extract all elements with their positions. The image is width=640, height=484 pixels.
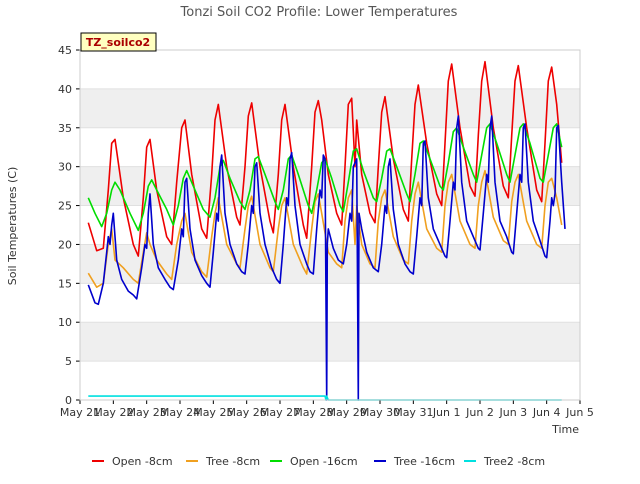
x-tick-label: May 28 bbox=[293, 406, 333, 419]
x-tick-label: May 23 bbox=[127, 406, 167, 419]
series-layer bbox=[87, 60, 566, 401]
y-tick-label: 45 bbox=[58, 44, 72, 57]
x-axis-label: Time bbox=[551, 423, 579, 436]
legend-label: Tree -16cm bbox=[393, 455, 455, 468]
x-tick-label: May 29 bbox=[327, 406, 367, 419]
y-tick-label: 20 bbox=[58, 238, 72, 251]
x-tick-label: Jun 4 bbox=[532, 406, 561, 419]
y-axis: 0 5 10 15 20 25 30 35 40 45 bbox=[58, 44, 81, 407]
plot-frame bbox=[79, 49, 581, 401]
x-tick-label: May 30 bbox=[360, 406, 400, 419]
x-tick-label: Jun 5 bbox=[565, 406, 594, 419]
x-tick-label: May 21 bbox=[60, 406, 100, 419]
site-label-background bbox=[80, 32, 157, 52]
y-tick-label: 30 bbox=[58, 161, 72, 174]
x-tick-label: Jun 3 bbox=[498, 406, 527, 419]
y-tick-label: 15 bbox=[58, 277, 72, 290]
y-tick-label: 0 bbox=[65, 394, 72, 407]
x-tick-label: May 26 bbox=[227, 406, 267, 419]
chart-title: Tonzi Soil CO2 Profile: Lower Temperatur… bbox=[180, 5, 458, 20]
grid-bands bbox=[80, 88, 580, 362]
legend-label: Tree2 -8cm bbox=[483, 455, 545, 468]
series-line-tree-8cm bbox=[87, 169, 563, 288]
x-tick-label: May 31 bbox=[393, 406, 433, 419]
x-tick-label: May 22 bbox=[93, 406, 133, 419]
grid-band bbox=[80, 322, 580, 362]
series-line-open-16cm bbox=[87, 123, 563, 232]
x-tick-label: May 27 bbox=[260, 406, 300, 419]
legend-label: Open -16cm bbox=[290, 455, 358, 468]
y-tick-label: 35 bbox=[58, 122, 72, 135]
x-tick-label: Jun 1 bbox=[432, 406, 461, 419]
grid-lines bbox=[80, 49, 580, 401]
site-label-box: TZ_soilco2 bbox=[80, 32, 157, 52]
series-line-tree2-8cm bbox=[88, 395, 562, 401]
y-tick-label: 10 bbox=[58, 316, 72, 329]
legend: Open -8cm Tree -8cm Open -16cm Tree -16cm Tr… bbox=[92, 455, 545, 468]
series-line-tree-16cm bbox=[87, 115, 566, 401]
x-tick-label: Jun 2 bbox=[465, 406, 494, 419]
legend-label: Tree -8cm bbox=[205, 455, 260, 468]
series-line-open-8cm bbox=[87, 60, 563, 257]
y-tick-label: 40 bbox=[58, 83, 72, 96]
x-tick-label: May 24 bbox=[160, 406, 200, 419]
site-label: TZ_soilco2 bbox=[86, 36, 150, 49]
y-tick-label: 5 bbox=[65, 355, 72, 368]
y-tick-label: 25 bbox=[58, 200, 72, 213]
legend-label: Open -8cm bbox=[112, 455, 173, 468]
grid-band bbox=[80, 88, 580, 128]
y-axis-label: Soil Temperatures (C) bbox=[6, 167, 19, 286]
x-tick-label: May 25 bbox=[193, 406, 233, 419]
